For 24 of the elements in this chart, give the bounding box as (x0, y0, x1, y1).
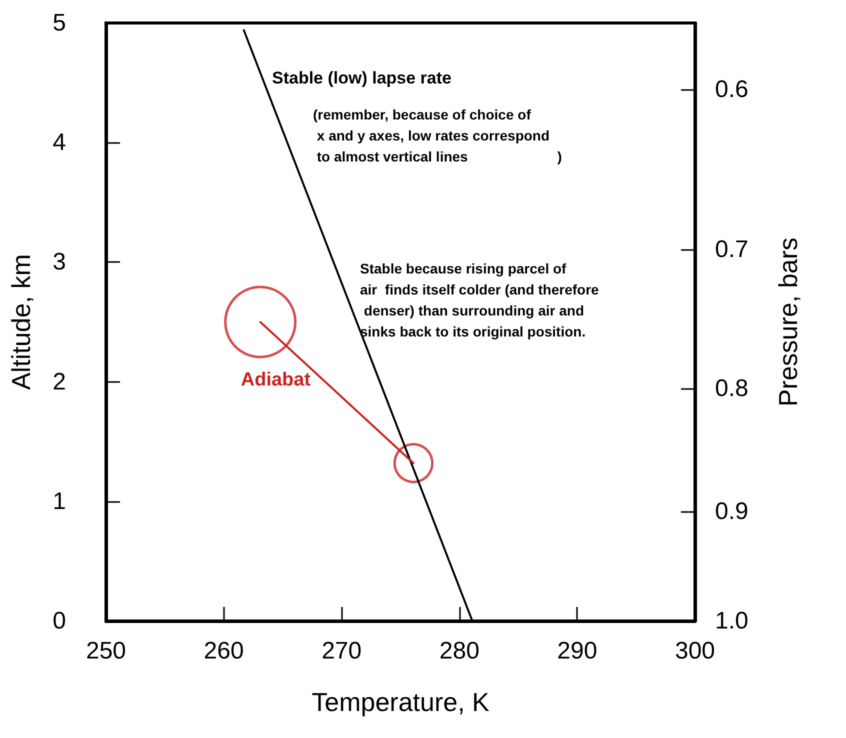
series-label: Adiabat (240, 370, 312, 391)
y-tick-label: 5 (52, 10, 66, 36)
y-tick-label: 2 (52, 368, 66, 396)
x-tick-label: 270 (322, 638, 362, 664)
y-tick-label: 4 (52, 129, 66, 156)
annotation: Stable because rising parcel of air finds itself colder (and therefore denser) than surrounding air and sinks back to its original position. (360, 260, 600, 340)
y2-tick-label: 0.8 (715, 375, 748, 402)
annotation: Stable (low) lapse rate (272, 68, 452, 88)
y-axis-title: Altitude, km (6, 254, 36, 390)
y-tick-label: 3 (52, 248, 66, 276)
y2-tick-label: 0.6 (715, 76, 748, 103)
x-axis-title: Temperature, K (312, 687, 490, 717)
y2-tick-label: 1.0 (715, 608, 748, 634)
y-tick-label: 1 (52, 488, 66, 515)
x-tick-label: 290 (557, 638, 598, 664)
annotation: (remember, because of choice of x and y axes, low rates correspond to almost vertical lines ) (313, 106, 562, 164)
x-tick-label: 260 (204, 638, 244, 664)
x-tick-label: 300 (674, 638, 716, 664)
y2-tick-label: 0.9 (715, 498, 748, 525)
x-tick-label: 280 (439, 638, 480, 664)
y-tick-label: 0 (52, 608, 66, 634)
x-tick-label: 250 (86, 638, 126, 664)
y2-axis-title: Pressure, bars (773, 237, 803, 407)
y2-tick-label: 0.7 (715, 236, 748, 264)
